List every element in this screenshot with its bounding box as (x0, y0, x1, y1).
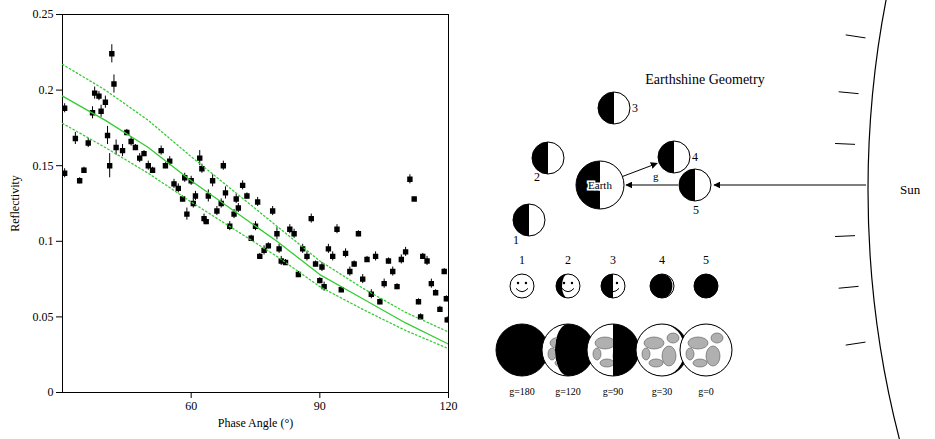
svg-text:g=30: g=30 (652, 386, 673, 397)
svg-text:1: 1 (519, 253, 525, 267)
svg-text:Earthshine Geometry: Earthshine Geometry (645, 72, 764, 87)
svg-text:g: g (653, 170, 659, 182)
svg-text:90: 90 (314, 399, 326, 413)
svg-text:Reflectivity: Reflectivity (8, 175, 22, 232)
svg-text:2: 2 (534, 170, 540, 184)
svg-text:0.25: 0.25 (33, 7, 54, 21)
svg-text:1: 1 (513, 233, 519, 247)
svg-text:120: 120 (440, 399, 458, 413)
svg-text:3: 3 (610, 253, 616, 267)
svg-text:g=90: g=90 (603, 386, 624, 397)
svg-text:Phase Angle (°): Phase Angle (°) (218, 416, 293, 430)
svg-text:0.05: 0.05 (33, 310, 54, 324)
svg-text:Earth: Earth (588, 179, 612, 191)
svg-text:g=120: g=120 (555, 386, 581, 397)
svg-text:g=180: g=180 (509, 386, 535, 397)
svg-text:0.2: 0.2 (39, 83, 54, 97)
svg-text:2: 2 (565, 253, 571, 267)
svg-text:4: 4 (692, 150, 698, 164)
svg-text:4: 4 (659, 253, 665, 267)
svg-text:0.1: 0.1 (39, 234, 54, 248)
svg-text:0.15: 0.15 (33, 159, 54, 173)
svg-text:5: 5 (693, 203, 699, 217)
svg-text:g=0: g=0 (698, 386, 714, 397)
svg-text:3: 3 (632, 101, 638, 115)
svg-text:5: 5 (703, 253, 709, 267)
svg-text:60: 60 (185, 399, 197, 413)
svg-text:Sun: Sun (900, 182, 921, 197)
svg-text:0: 0 (48, 385, 54, 399)
